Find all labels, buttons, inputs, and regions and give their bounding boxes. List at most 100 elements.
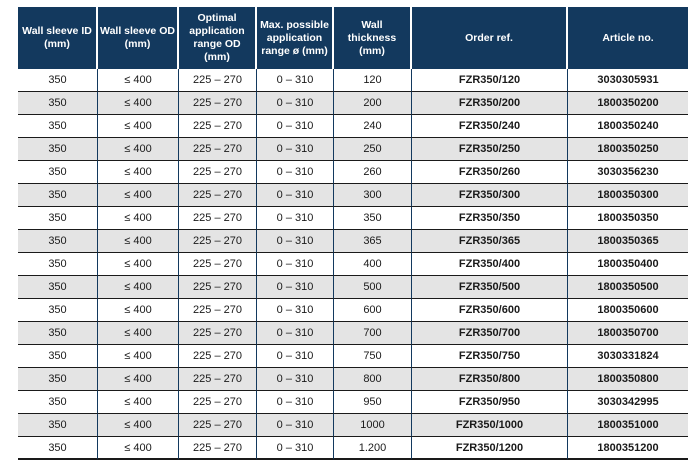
cell-max-range: 0 – 310 [257,391,334,414]
table-row: 350 ≤ 400 225 – 270 0 – 310 250 FZR350/2… [18,138,688,161]
cell-max-range: 0 – 310 [257,345,334,368]
cell-article-no: 1800350700 [568,322,688,345]
cell-order-ref: FZR350/950 [412,391,568,414]
table-header: Wall sleeve ID (mm) Wall sleeve OD (mm) … [18,7,688,69]
cell-optimal-range-od: 225 – 270 [179,299,257,322]
cell-article-no: 1800350250 [568,138,688,161]
table-row: 350 ≤ 400 225 – 270 0 – 310 350 FZR350/3… [18,207,688,230]
cell-article-no: 1800350800 [568,368,688,391]
cell-wall-thickness: 240 [334,115,412,138]
cell-wall-thickness: 250 [334,138,412,161]
table-row: 350 ≤ 400 225 – 270 0 – 310 950 FZR350/9… [18,391,688,414]
cell-optimal-range-od: 225 – 270 [179,391,257,414]
cell-article-no: 3030305931 [568,69,688,92]
cell-wall-sleeve-od: ≤ 400 [98,345,179,368]
cell-max-range: 0 – 310 [257,92,334,115]
cell-order-ref: FZR350/300 [412,184,568,207]
table-row: 350 ≤ 400 225 – 270 0 – 310 240 FZR350/2… [18,115,688,138]
cell-max-range: 0 – 310 [257,368,334,391]
cell-article-no: 3030356230 [568,161,688,184]
cell-wall-sleeve-od: ≤ 400 [98,276,179,299]
table-row: 350 ≤ 400 225 – 270 0 – 310 600 FZR350/6… [18,299,688,322]
table-row: 350 ≤ 400 225 – 270 0 – 310 700 FZR350/7… [18,322,688,345]
cell-wall-thickness: 260 [334,161,412,184]
cell-wall-sleeve-id: 350 [18,391,98,414]
cell-max-range: 0 – 310 [257,115,334,138]
column-header-wall-sleeve-od: Wall sleeve OD (mm) [98,7,179,69]
column-header-wall-thickness: Wall thickness (mm) [334,7,412,69]
cell-order-ref: FZR350/365 [412,230,568,253]
cell-optimal-range-od: 225 – 270 [179,276,257,299]
cell-wall-sleeve-od: ≤ 400 [98,322,179,345]
cell-optimal-range-od: 225 – 270 [179,414,257,437]
cell-order-ref: FZR350/750 [412,345,568,368]
table-row: 350 ≤ 400 225 – 270 0 – 310 500 FZR350/5… [18,276,688,299]
cell-article-no: 3030331824 [568,345,688,368]
cell-max-range: 0 – 310 [257,253,334,276]
cell-optimal-range-od: 225 – 270 [179,184,257,207]
cell-wall-thickness: 350 [334,207,412,230]
cell-wall-sleeve-id: 350 [18,69,98,92]
column-header-order-ref: Order ref. [412,7,568,69]
cell-max-range: 0 – 310 [257,207,334,230]
cell-wall-sleeve-id: 350 [18,322,98,345]
cell-wall-sleeve-od: ≤ 400 [98,138,179,161]
cell-wall-sleeve-id: 350 [18,161,98,184]
cell-wall-thickness: 800 [334,368,412,391]
cell-optimal-range-od: 225 – 270 [179,368,257,391]
column-header-max-range: Max. possible application range ø (mm) [257,7,334,69]
cell-wall-sleeve-od: ≤ 400 [98,414,179,437]
column-header-optimal-range-od: Optimal application range OD (mm) [179,7,257,69]
table-row: 350 ≤ 400 225 – 270 0 – 310 400 FZR350/4… [18,253,688,276]
cell-wall-sleeve-od: ≤ 400 [98,230,179,253]
cell-order-ref: FZR350/500 [412,276,568,299]
table-row: 350 ≤ 400 225 – 270 0 – 310 750 FZR350/7… [18,345,688,368]
cell-optimal-range-od: 225 – 270 [179,69,257,92]
cell-optimal-range-od: 225 – 270 [179,138,257,161]
cell-optimal-range-od: 225 – 270 [179,345,257,368]
cell-max-range: 0 – 310 [257,138,334,161]
cell-wall-sleeve-od: ≤ 400 [98,161,179,184]
cell-max-range: 0 – 310 [257,184,334,207]
cell-wall-thickness: 750 [334,345,412,368]
cell-optimal-range-od: 225 – 270 [179,322,257,345]
cell-order-ref: FZR350/240 [412,115,568,138]
cell-max-range: 0 – 310 [257,230,334,253]
cell-wall-thickness: 400 [334,253,412,276]
cell-wall-thickness: 500 [334,276,412,299]
cell-wall-thickness: 600 [334,299,412,322]
cell-article-no: 1800350240 [568,115,688,138]
cell-wall-thickness: 365 [334,230,412,253]
cell-article-no: 1800351000 [568,414,688,437]
table-row: 350 ≤ 400 225 – 270 0 – 310 1.200 FZR350… [18,437,688,460]
cell-wall-sleeve-od: ≤ 400 [98,437,179,460]
cell-wall-sleeve-od: ≤ 400 [98,368,179,391]
cell-max-range: 0 – 310 [257,437,334,460]
cell-wall-thickness: 950 [334,391,412,414]
cell-max-range: 0 – 310 [257,69,334,92]
cell-wall-sleeve-id: 350 [18,299,98,322]
cell-max-range: 0 – 310 [257,276,334,299]
cell-wall-sleeve-od: ≤ 400 [98,115,179,138]
cell-wall-sleeve-id: 350 [18,207,98,230]
cell-wall-sleeve-id: 350 [18,92,98,115]
cell-wall-thickness: 1.200 [334,437,412,460]
cell-wall-sleeve-id: 350 [18,253,98,276]
cell-wall-sleeve-id: 350 [18,368,98,391]
cell-wall-sleeve-id: 350 [18,115,98,138]
cell-order-ref: FZR350/200 [412,92,568,115]
cell-wall-sleeve-id: 350 [18,345,98,368]
cell-wall-thickness: 700 [334,322,412,345]
cell-order-ref: FZR350/1200 [412,437,568,460]
table-row: 350 ≤ 400 225 – 270 0 – 310 365 FZR350/3… [18,230,688,253]
cell-max-range: 0 – 310 [257,414,334,437]
cell-wall-thickness: 200 [334,92,412,115]
table-row: 350 ≤ 400 225 – 270 0 – 310 200 FZR350/2… [18,92,688,115]
table-row: 350 ≤ 400 225 – 270 0 – 310 300 FZR350/3… [18,184,688,207]
cell-wall-sleeve-id: 350 [18,138,98,161]
cell-order-ref: FZR350/250 [412,138,568,161]
column-header-wall-sleeve-id: Wall sleeve ID (mm) [18,7,98,69]
header-row: Wall sleeve ID (mm) Wall sleeve OD (mm) … [18,7,688,69]
column-header-article-no: Article no. [568,7,688,69]
table-row: 350 ≤ 400 225 – 270 0 – 310 1000 FZR350/… [18,414,688,437]
